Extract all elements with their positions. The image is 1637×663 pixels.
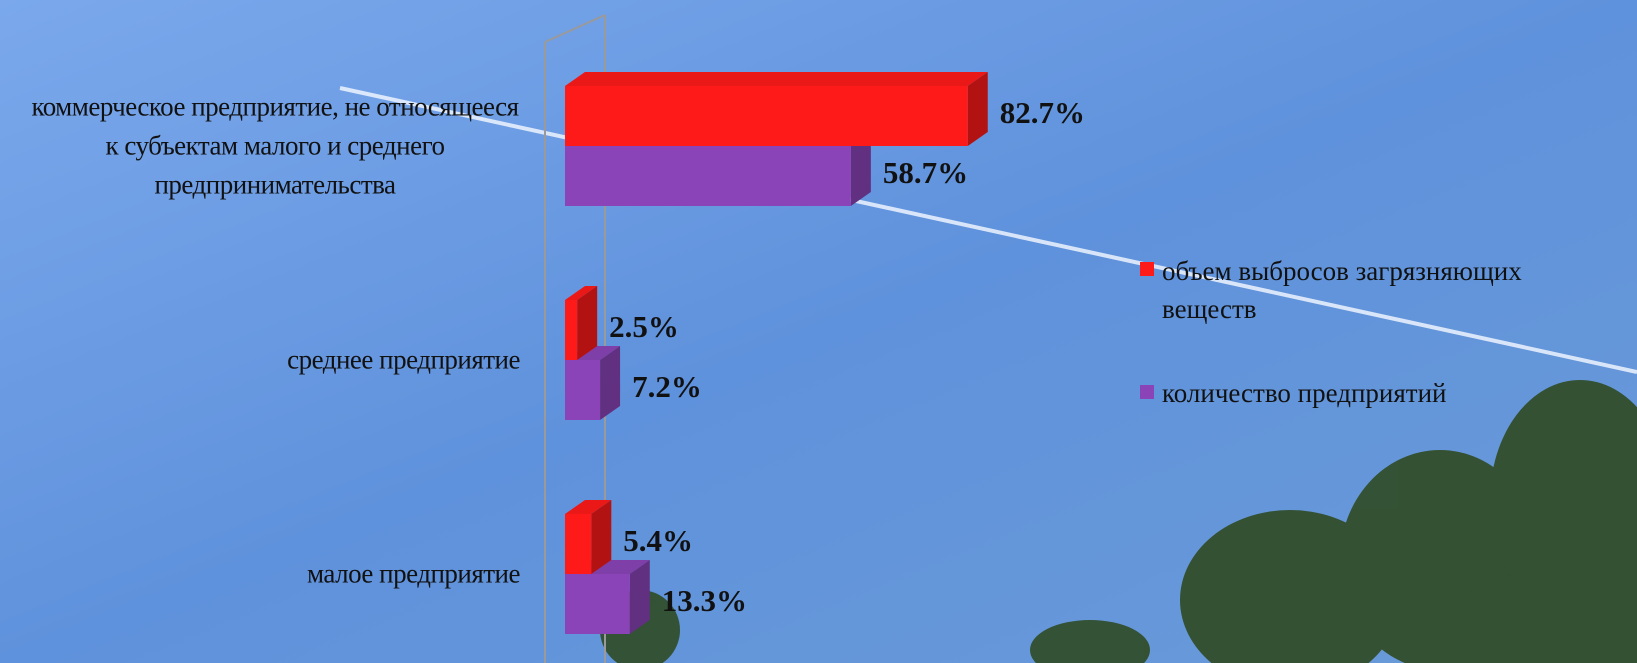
value-label: 7.2% [632,369,702,404]
page: {"chart_data": {"type": "bar3d-horizonta… [0,0,1637,663]
bar [565,300,577,360]
category-label: среднее предприятие [287,341,520,380]
bar [565,86,968,146]
bar [565,514,591,574]
category-label: малое предприятие [307,555,520,594]
bar [565,146,851,206]
value-label: 82.7% [1000,95,1085,130]
value-label: 13.3% [662,583,747,618]
legend-label: количество предприятий [1162,374,1582,412]
value-label: 58.7% [883,155,968,190]
legend-label: объем выбросов загрязняющих веществ [1162,252,1562,328]
legend-swatch [1140,385,1154,399]
category-label: коммерческое предприятие, не относящееся… [30,88,520,205]
bar [565,574,630,634]
value-label: 2.5% [609,309,679,344]
value-label: 5.4% [623,523,693,558]
legend-swatch [1140,262,1154,276]
bar [565,360,600,420]
bar-top [565,72,988,86]
